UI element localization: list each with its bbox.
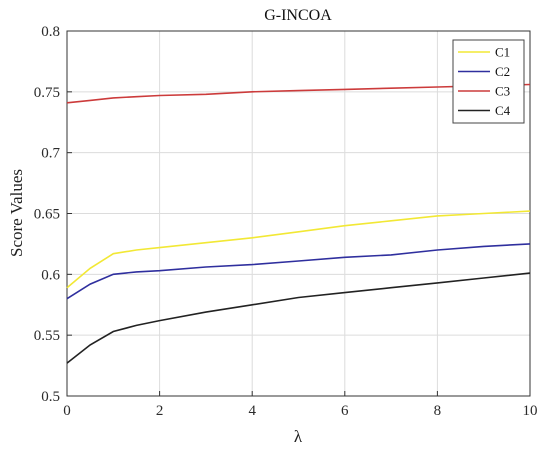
legend-label-c1: C1 (495, 45, 510, 60)
y-tick-label: 0.75 (34, 85, 60, 101)
x-tick-label: 8 (434, 403, 442, 419)
x-tick-label: 4 (248, 403, 256, 419)
y-tick-label: 0.55 (34, 328, 60, 344)
axis-ticks: 0 2 4 6 8 10 0.5 0.55 0.6 0.65 0.7 0.75 0.8 (34, 24, 538, 419)
legend-label-c2: C2 (495, 64, 510, 79)
chart-title: G-INCOA (264, 7, 332, 24)
series-line-c1 (66, 210, 531, 289)
x-tick-label: 10 (523, 403, 538, 419)
x-tick-label: 2 (156, 403, 164, 419)
y-tick-label: 0.5 (41, 389, 60, 405)
y-tick-label: 0.65 (34, 207, 60, 223)
y-tick-label: 0.8 (41, 24, 60, 40)
legend-label-c4: C4 (495, 103, 511, 118)
x-tick-label: 6 (341, 403, 349, 419)
series-lines (66, 83, 531, 364)
legend: C1 C2 C3 C4 (452, 39, 525, 124)
x-axis-label: λ (294, 427, 303, 446)
legend-label-c3: C3 (495, 84, 510, 99)
y-axis-label: Score Values (7, 169, 26, 257)
series-line-c3 (66, 83, 531, 104)
series-line-c2 (66, 243, 531, 300)
series-line-c4 (66, 272, 531, 364)
legend-box (452, 39, 525, 124)
y-tick-label: 0.6 (41, 267, 60, 283)
y-tick-label: 0.7 (41, 146, 60, 162)
x-tick-label: 0 (63, 403, 71, 419)
